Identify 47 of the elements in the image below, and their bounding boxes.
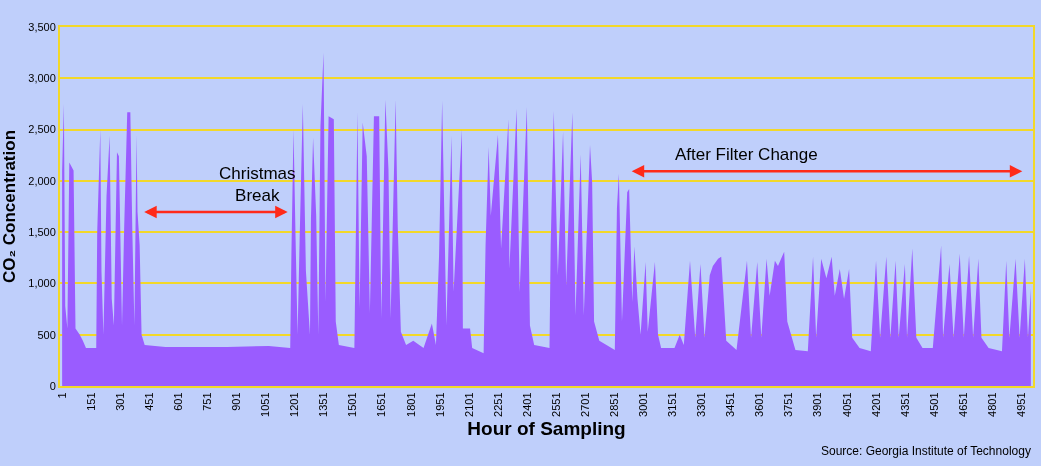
x-tick-label: 1951 bbox=[433, 392, 446, 417]
x-tick-label: 1051 bbox=[259, 392, 272, 417]
x-tick-label: 4651 bbox=[956, 392, 969, 417]
x-tick-label: 2851 bbox=[607, 392, 620, 417]
y-tick-label: 3,000 bbox=[28, 72, 56, 85]
y-tick-label: 1,500 bbox=[28, 225, 56, 238]
x-tick-label: 1501 bbox=[346, 392, 359, 417]
x-tick-label: 3901 bbox=[811, 392, 824, 417]
x-tick-label: 301 bbox=[113, 392, 126, 411]
x-tick-label: 2551 bbox=[549, 392, 562, 417]
x-tick-label: 1201 bbox=[288, 392, 301, 417]
x-tick-label: 3151 bbox=[666, 392, 679, 417]
x-tick-label: 3001 bbox=[637, 392, 650, 417]
y-tick-label: 500 bbox=[37, 328, 56, 341]
x-tick-label: 2251 bbox=[491, 392, 504, 417]
x-tick-label: 2401 bbox=[520, 392, 533, 417]
x-tick-label: 901 bbox=[230, 392, 243, 411]
x-tick-label: 4351 bbox=[898, 392, 911, 417]
x-tick-label: 3751 bbox=[782, 392, 795, 417]
x-tick-label: 4951 bbox=[1014, 392, 1027, 417]
y-tick-label: 2,000 bbox=[28, 174, 56, 187]
x-tick-label: 4051 bbox=[840, 392, 853, 417]
x-tick-label: 4501 bbox=[927, 392, 940, 417]
x-tick-label: 151 bbox=[84, 392, 97, 411]
x-axis-title: Hour of Sampling bbox=[467, 418, 626, 440]
y-axis-title: CO₂ Concentration bbox=[0, 130, 20, 283]
y-tick-label: 2,500 bbox=[28, 123, 56, 136]
y-tick-label: 0 bbox=[49, 379, 56, 392]
x-tick-label: 4201 bbox=[869, 392, 882, 417]
x-tick-label: 1351 bbox=[317, 392, 330, 417]
x-tick-label: 3601 bbox=[753, 392, 766, 417]
annotation: Christmas Break bbox=[219, 164, 296, 206]
source-note: Source: Georgia Institute of Technology bbox=[821, 444, 1031, 458]
x-tick-label: 2701 bbox=[578, 392, 591, 417]
x-tick-label: 4801 bbox=[985, 392, 998, 417]
x-tick-label: 1 bbox=[55, 392, 68, 399]
y-tick-label: 1,000 bbox=[28, 277, 56, 290]
annotation: After Filter Change bbox=[675, 145, 818, 164]
x-tick-label: 1651 bbox=[375, 392, 388, 417]
x-tick-label: 3301 bbox=[695, 392, 708, 417]
y-tick-label: 3,500 bbox=[28, 20, 56, 33]
x-tick-label: 2101 bbox=[462, 392, 475, 417]
x-tick-label: 601 bbox=[171, 392, 184, 411]
x-tick-label: 451 bbox=[142, 392, 155, 411]
x-tick-label: 3451 bbox=[724, 392, 737, 417]
x-tick-label: 751 bbox=[201, 392, 214, 411]
x-tick-label: 1801 bbox=[404, 392, 417, 417]
